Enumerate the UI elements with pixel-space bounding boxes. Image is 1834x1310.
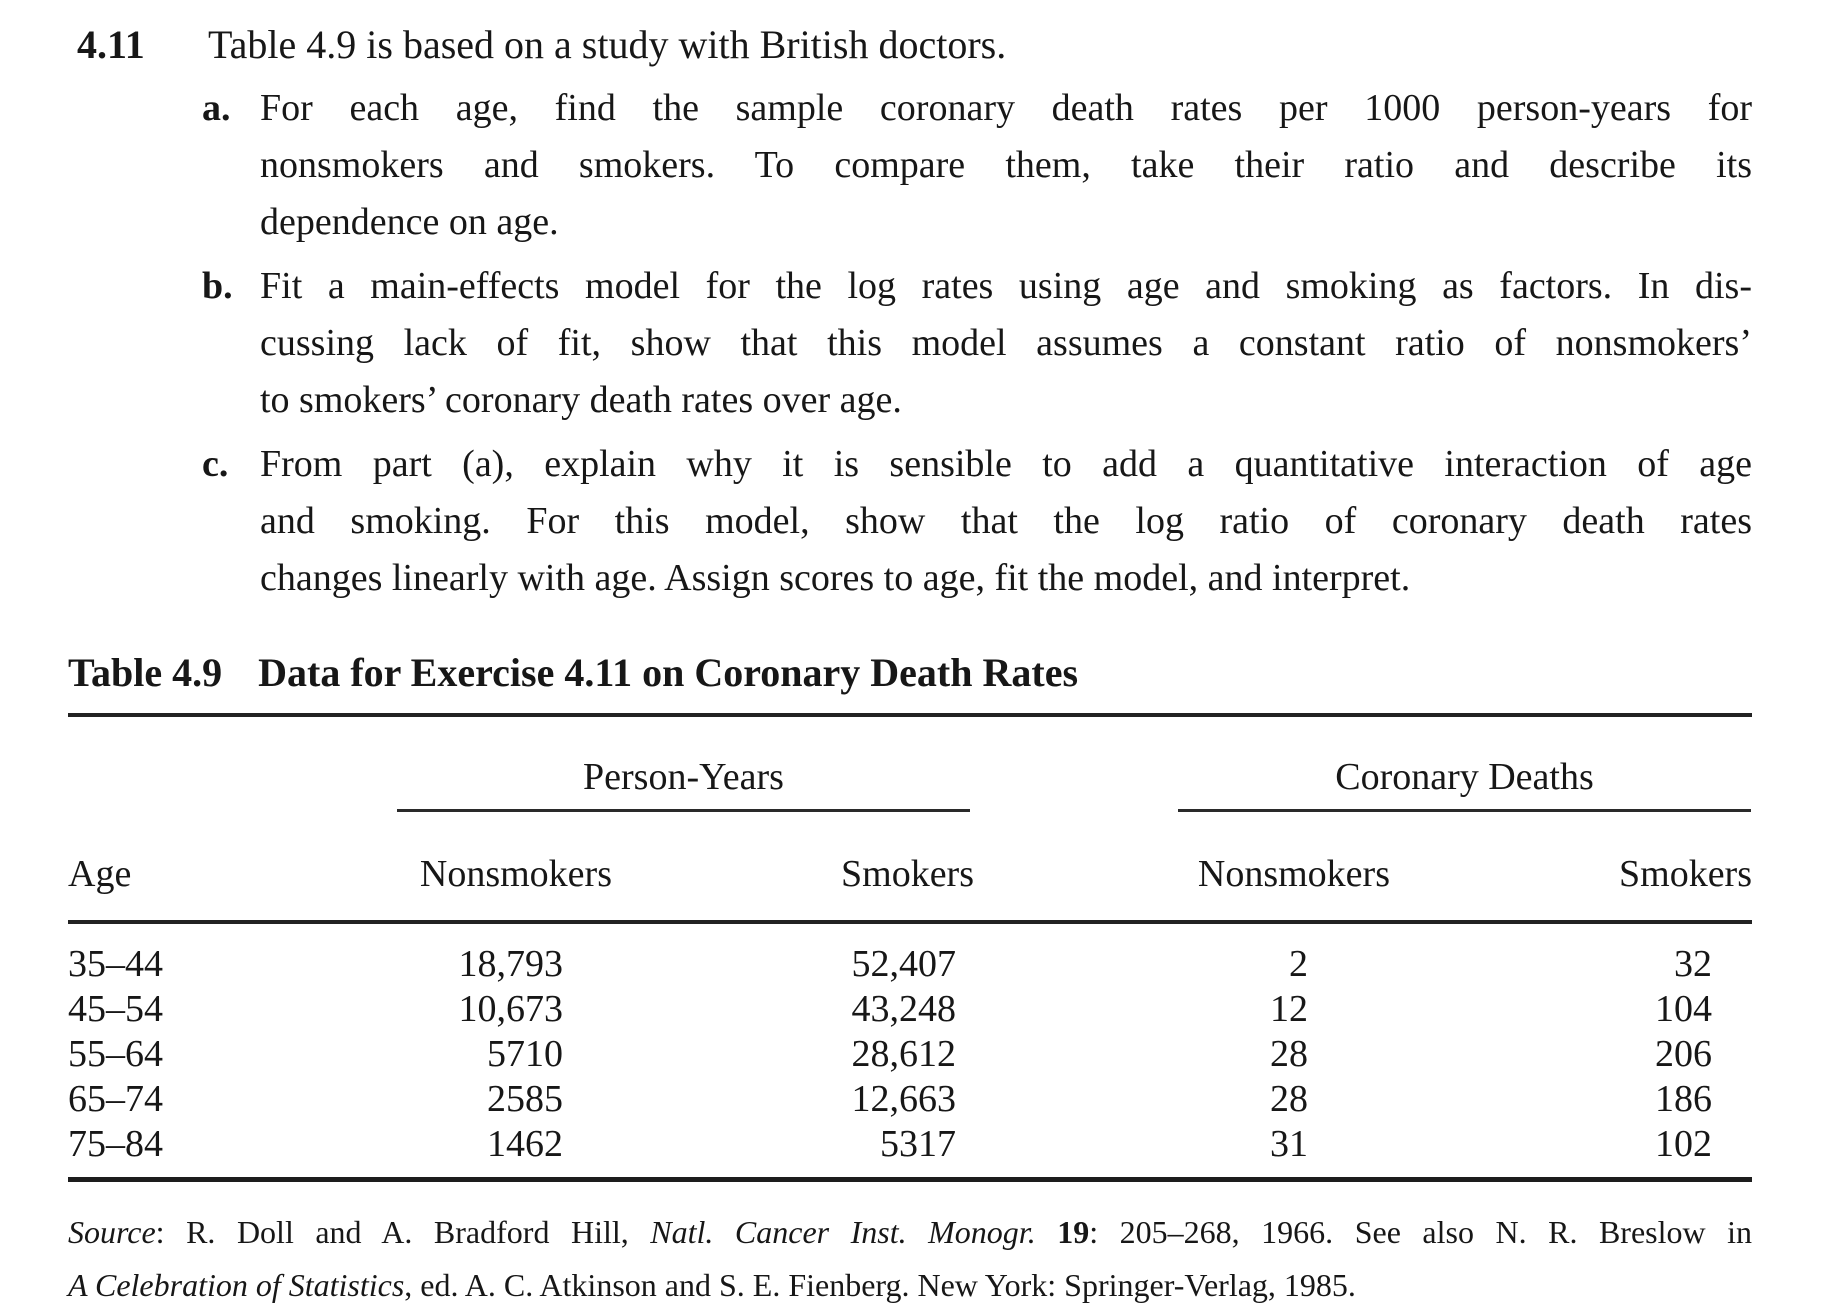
part-b-body: Fit a main-effects model for the log rat… [260,258,1752,429]
cell-py-nonsmokers: 1462 [487,1123,563,1165]
table-row: 75–84 1462 5317 31 102 [68,1122,1752,1180]
exercise-part-c: c. From part (a), explain why it is sens… [202,436,1752,607]
source-word: Source [68,1214,156,1250]
group-cell-person-years: Person-Years [318,715,974,812]
column-header-age: Age [68,812,318,924]
cell-cd-nonsmokers: 28 [1270,1078,1308,1120]
source-text [1036,1214,1058,1250]
part-a-line-2: nonsmokers and smokers. To compare them,… [260,144,1752,186]
source-text: : 205–268, 1966. See also N. R. Breslow … [1089,1214,1753,1250]
part-c-label: c. [202,443,229,485]
table-caption-label: Table 4.9 [68,650,223,695]
journal-name: Natl. Cancer Inst. Monogr. [650,1214,1036,1250]
cell-cd-smokers: 32 [1674,943,1712,985]
column-header-py-smokers: Smokers [612,812,974,924]
cell-cd-smokers: 186 [1655,1078,1712,1120]
table-group-header-row: Person-Years Coronary Deaths [68,715,1752,812]
cell-py-nonsmokers: 2585 [487,1078,563,1120]
cell-age: 35–44 [68,943,163,985]
table-source-note: Source: R. Doll and A. Bradford Hill, Na… [68,1206,1752,1310]
cell-py-nonsmokers: 10,673 [458,988,564,1030]
cell-py-smokers: 52,407 [851,943,957,985]
part-b-line-1: Fit a main-effects model for the log rat… [260,265,1752,307]
cell-age: 75–84 [68,1123,163,1165]
table-row: 35–44 18,793 52,407 2 32 [68,922,1752,987]
column-header-cd-smokers: Smokers [1390,812,1752,924]
group-header-person-years: Person-Years [397,755,970,812]
part-a-line-3: dependence on age. [260,201,559,243]
cell-py-nonsmokers: 18,793 [458,943,564,985]
cell-py-smokers: 43,248 [851,988,957,1030]
exercise-heading: 4.11 Table 4.9 is based on a study with … [68,16,1752,73]
table-row: 45–54 10,673 43,248 12 104 [68,987,1752,1032]
table-row: 55–64 5710 28,612 28 206 [68,1032,1752,1077]
part-c-line-3: changes linearly with age. Assign scores… [260,557,1411,599]
table-caption-title: Data for Exercise 4.11 on Coronary Death… [258,650,1079,695]
cell-py-smokers: 28,612 [851,1033,957,1075]
cell-cd-smokers: 206 [1655,1033,1712,1075]
exercise-number: 4.11 [77,22,145,67]
part-c-line-2: and smoking. For this model, show that t… [260,500,1752,542]
cell-age: 45–54 [68,988,163,1030]
part-a-body: For each age, find the sample coronary d… [260,80,1752,251]
cell-py-smokers: 12,663 [851,1078,957,1120]
table-caption: Table 4.9 Data for Exercise 4.11 on Coro… [68,651,1752,695]
source-text: , ed. A. C. Atkinson and S. E. Fienberg.… [404,1267,1356,1303]
source-line-2: A Celebration of Statistics, ed. A. C. A… [68,1259,1752,1310]
part-a-line-1: For each age, find the sample coronary d… [260,87,1752,129]
part-c-line-1: From part (a), explain why it is sensibl… [260,443,1752,485]
exercise-part-a: a. For each age, find the sample coronar… [202,80,1752,251]
cell-cd-nonsmokers: 28 [1270,1033,1308,1075]
exercise-intro: Table 4.9 is based on a study with Briti… [208,22,1007,67]
group-header-coronary-deaths: Coronary Deaths [1178,755,1751,812]
column-header-py-nonsmokers: Nonsmokers [318,812,612,924]
book-title: A Celebration of Statistics [68,1267,405,1303]
data-table: Person-Years Coronary Deaths Age Nonsmok… [68,713,1752,1182]
exercise-part-b: b. Fit a main-effects model for the log … [202,258,1752,429]
volume-number: 19 [1057,1214,1090,1250]
part-b-label: b. [202,265,233,307]
cell-cd-smokers: 104 [1655,988,1712,1030]
part-b-line-3: to smokers’ coronary death rates over ag… [260,379,902,421]
cell-py-nonsmokers: 5710 [487,1033,563,1075]
part-a-label: a. [202,87,231,129]
column-header-cd-nonsmokers: Nonsmokers [974,812,1390,924]
cell-cd-smokers: 102 [1655,1123,1712,1165]
cell-cd-nonsmokers: 12 [1270,988,1308,1030]
table-column-header-row: Age Nonsmokers Smokers Nonsmokers Smoker… [68,812,1752,924]
cell-cd-nonsmokers: 2 [1289,943,1308,985]
cell-age: 65–74 [68,1078,163,1120]
group-cell-coronary-deaths: Coronary Deaths [974,715,1752,812]
source-text: : R. Doll and A. Bradford Hill, [155,1214,651,1250]
part-b-line-2: cussing lack of fit, show that this mode… [260,322,1752,364]
table-row: 65–74 2585 12,663 28 186 [68,1077,1752,1122]
cell-cd-nonsmokers: 31 [1270,1123,1308,1165]
group-spacer-cell [68,715,318,812]
cell-py-smokers: 5317 [880,1123,956,1165]
cell-age: 55–64 [68,1033,163,1075]
source-line-1: Source: R. Doll and A. Bradford Hill, Na… [68,1206,1752,1259]
part-c-body: From part (a), explain why it is sensibl… [260,436,1752,607]
